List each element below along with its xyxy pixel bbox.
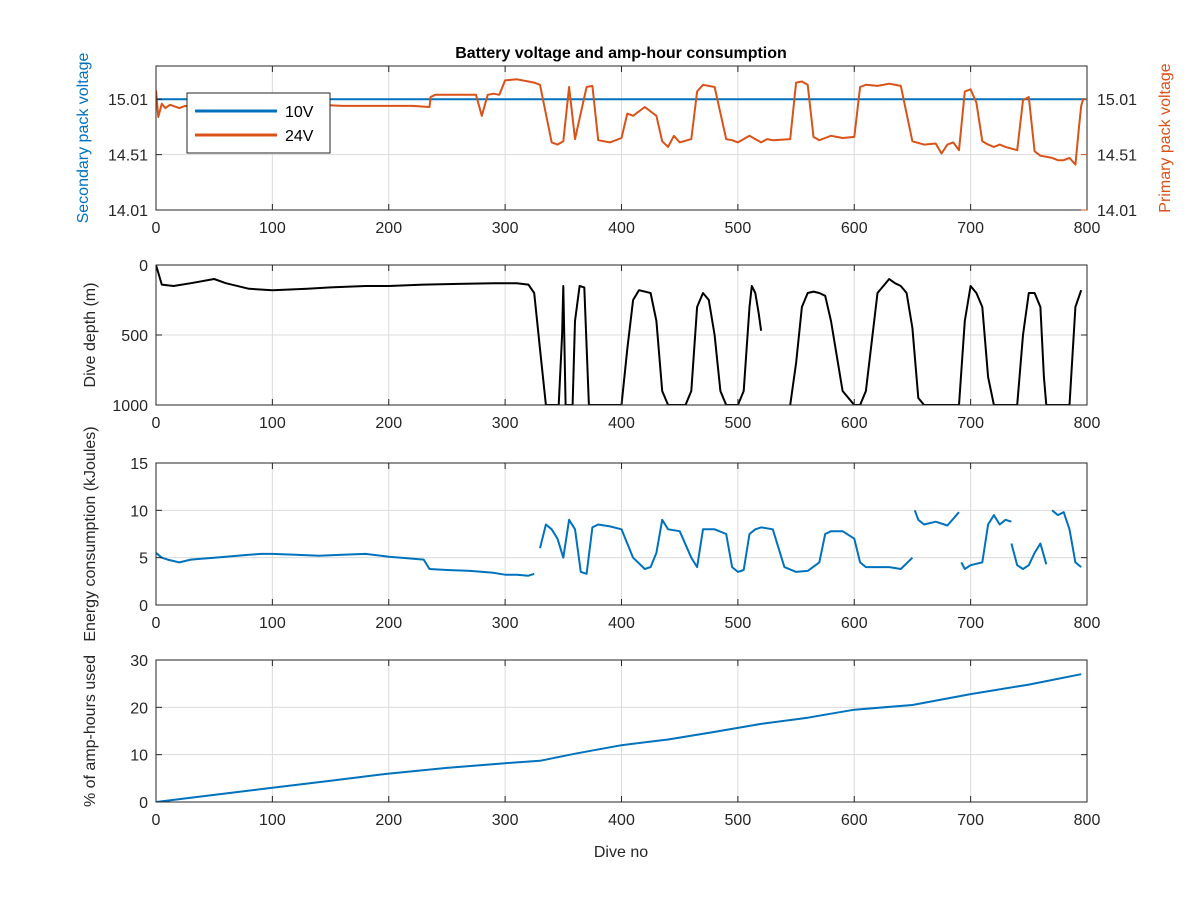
x-tick-label: 300 bbox=[492, 220, 519, 237]
y-tick-label: 15 bbox=[130, 456, 148, 473]
x-tick-label: 800 bbox=[1074, 812, 1101, 829]
x-tick-label: 800 bbox=[1074, 615, 1101, 632]
x-tick-label: 100 bbox=[259, 615, 286, 632]
x-tick-label: 0 bbox=[152, 615, 161, 632]
series-line-1-seg-2 bbox=[789, 278, 1083, 405]
chart-panel-1: 0 100 200 300 400 500 600 700 80014.0114.5115.01… bbox=[75, 53, 1174, 237]
chart-panel-3: 0 100 200 300 400 500 600 700 800 0 5 10 15 Energy co… bbox=[82, 426, 1100, 641]
x-tick-label: 400 bbox=[608, 220, 635, 237]
x-tick-label: 500 bbox=[725, 220, 752, 237]
series-line-1-seg-2 bbox=[539, 518, 914, 575]
x-tick-label: 200 bbox=[375, 415, 402, 432]
x-tick-label: 700 bbox=[957, 615, 984, 632]
series-group bbox=[156, 509, 1082, 577]
x-tick-label: 0 bbox=[152, 415, 161, 432]
x-tick-label: 0 bbox=[152, 812, 161, 829]
x-tick-label: 400 bbox=[608, 812, 635, 829]
y-tick-label-right: 14.51 bbox=[1097, 148, 1137, 165]
x-tick-label: 500 bbox=[725, 415, 752, 432]
x-tick-label: 0 bbox=[152, 220, 161, 237]
x-tick-label: 400 bbox=[608, 615, 635, 632]
y-tick-label: 15.01 bbox=[108, 92, 148, 109]
x-tick-label: 200 bbox=[375, 615, 402, 632]
x-tick-label: 400 bbox=[608, 415, 635, 432]
y-axis-label: Secondary pack voltage bbox=[75, 53, 92, 224]
figure-xlabel: Dive no bbox=[594, 844, 648, 861]
series-line-24v-seg-1 bbox=[156, 78, 1085, 166]
y-axis-label: % of amp-hours used bbox=[82, 655, 99, 807]
figure-title: Battery voltage and amp-hour consumption bbox=[455, 45, 787, 62]
series-line-1-seg-1 bbox=[156, 265, 763, 405]
legend-box bbox=[186, 92, 331, 154]
y-tick-label: 14.01 bbox=[108, 203, 148, 220]
x-tick-label: 100 bbox=[259, 220, 286, 237]
x-tick-label: 600 bbox=[841, 812, 868, 829]
y-axis-label: Energy consumption (kJoules) bbox=[82, 426, 99, 641]
y-tick-label: 10 bbox=[130, 503, 148, 520]
x-tick-label: 200 bbox=[375, 220, 402, 237]
y-tick-label: 30 bbox=[130, 653, 148, 670]
series-group bbox=[156, 673, 1082, 802]
series-group bbox=[156, 265, 1083, 405]
x-tick-label: 300 bbox=[492, 615, 519, 632]
x-tick-label: 700 bbox=[957, 415, 984, 432]
x-tick-label: 100 bbox=[259, 812, 286, 829]
y-tick-label: 500 bbox=[121, 328, 148, 345]
y-tick-label: 20 bbox=[130, 700, 148, 717]
x-tick-label: 500 bbox=[725, 615, 752, 632]
y-tick-label: 5 bbox=[139, 551, 148, 568]
y-tick-label-right: 14.01 bbox=[1097, 203, 1137, 220]
legend-label-24v: 24V bbox=[285, 128, 314, 145]
series-line-1-seg-6 bbox=[1051, 509, 1082, 568]
legend-label-10v: 10V bbox=[285, 104, 314, 121]
x-tick-label: 300 bbox=[492, 812, 519, 829]
y-axis-label-right: Primary pack voltage bbox=[1157, 63, 1174, 212]
chart-panel-4: 0 100 200 300 400 500 600 700 800 0 10 20 30 % of amp… bbox=[82, 653, 1100, 829]
series-line-1-seg-5 bbox=[1010, 542, 1048, 570]
x-tick-label: 100 bbox=[259, 415, 286, 432]
x-tick-label: 200 bbox=[375, 812, 402, 829]
series-line-1-seg-3 bbox=[913, 509, 960, 527]
y-tick-label: 0 bbox=[139, 258, 148, 275]
x-tick-label: 800 bbox=[1074, 220, 1101, 237]
x-tick-label: 700 bbox=[957, 220, 984, 237]
x-tick-label: 800 bbox=[1074, 415, 1101, 432]
y-tick-label: 0 bbox=[139, 795, 148, 812]
y-axis-label: Dive depth (m) bbox=[82, 283, 99, 388]
y-tick-label: 0 bbox=[139, 598, 148, 615]
chart-panel-2: 0 100 200 300 400 500 600 700 800 0 500 1000 Dive de… bbox=[82, 258, 1100, 432]
x-tick-label: 700 bbox=[957, 812, 984, 829]
x-tick-label: 600 bbox=[841, 220, 868, 237]
x-tick-label: 600 bbox=[841, 615, 868, 632]
series-line-1-seg-1 bbox=[156, 552, 535, 577]
series-line-1-seg-4 bbox=[960, 514, 1012, 570]
y-tick-label: 10 bbox=[130, 748, 148, 765]
y-tick-label: 14.51 bbox=[108, 148, 148, 165]
y-tick-label: 1000 bbox=[112, 398, 148, 415]
y-tick-label-right: 15.01 bbox=[1097, 92, 1137, 109]
x-tick-label: 300 bbox=[492, 415, 519, 432]
x-tick-label: 500 bbox=[725, 812, 752, 829]
panels: 0 100 200 300 400 500 600 700 80014.0114.5115.01… bbox=[75, 53, 1174, 829]
series-line-1-seg-1 bbox=[156, 673, 1082, 802]
x-tick-label: 600 bbox=[841, 415, 868, 432]
